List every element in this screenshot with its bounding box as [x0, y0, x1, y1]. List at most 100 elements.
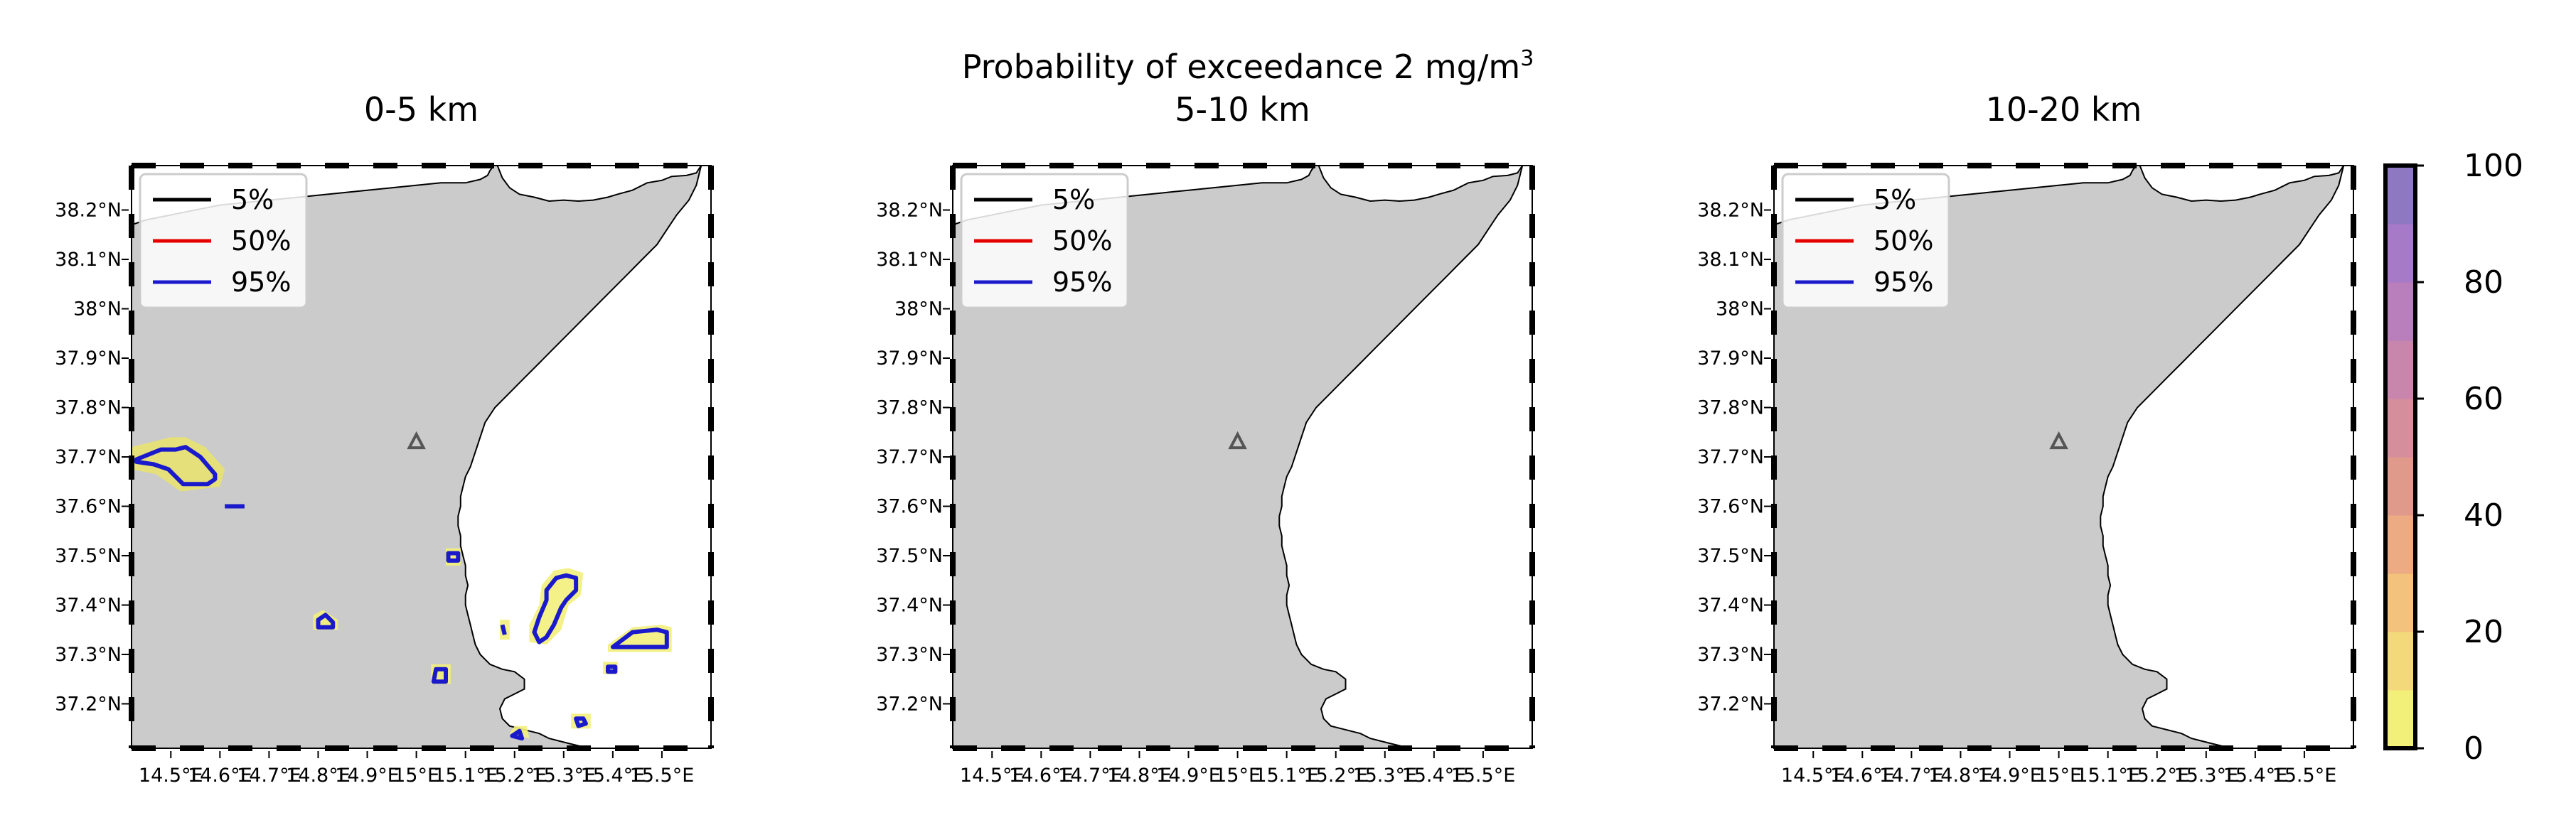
coastline-cape	[496, 166, 702, 203]
legend: 5% 50% 95%	[1781, 173, 1950, 309]
colorbar-tick-label: 80	[2464, 264, 2503, 301]
x-tick-label: 15.1°E	[433, 765, 498, 787]
colorbar-segment	[2385, 340, 2415, 399]
x-tick-label: 14.8°E	[286, 765, 351, 787]
x-tick-label: 14.8°E	[1107, 765, 1172, 787]
map-panels: 0-5 km14.5°E14.6°E14.7°E14.8°E14.9°E15°E…	[55, 90, 2356, 787]
probability-fill	[529, 568, 584, 645]
x-tick-label: 14.6°E	[1830, 765, 1895, 787]
colorbar-segment	[2385, 166, 2415, 225]
colorbar-segment	[2385, 632, 2415, 691]
y-tick-label: 37.8°N	[1697, 397, 1764, 419]
x-tick-label: 15.5°E	[630, 765, 695, 787]
y-tick-label: 37.5°N	[876, 545, 943, 567]
x-tick-label: 15.4°E	[581, 765, 646, 787]
legend-label: 95%	[1874, 266, 1933, 298]
y-tick-label: 37.6°N	[1697, 495, 1764, 517]
colorbar-segment	[2385, 224, 2415, 283]
x-tick-label: 15.4°E	[2223, 765, 2288, 787]
x-tick-label: 14.5°E	[139, 765, 203, 787]
y-tick-label: 37.9°N	[1697, 347, 1764, 370]
x-tick-label: 14.9°E	[1156, 765, 1221, 787]
y-tick-label: 37.7°N	[876, 446, 943, 468]
y-tick-label: 37.9°N	[55, 347, 122, 370]
y-tick-label: 38.1°N	[55, 249, 122, 271]
y-tick-label: 37.3°N	[876, 644, 943, 666]
legend-label: 5%	[231, 184, 274, 215]
x-tick-label: 15°E	[393, 765, 439, 787]
y-tick-label: 37.2°N	[1697, 693, 1764, 715]
dashed-border	[950, 163, 1535, 751]
x-tick-label: 14.9°E	[1977, 765, 2042, 787]
map-panel-2: 5-10 km 14.5°E14.6°E14.7°E14.8°E14.9°E15°…	[876, 90, 1535, 787]
x-tick-label: 15.4°E	[1402, 765, 1467, 787]
contour-95	[532, 573, 579, 645]
x-tick-label: 15.3°E	[531, 765, 596, 787]
y-tick-label: 38.1°N	[876, 249, 943, 271]
legend-box	[1781, 173, 1950, 309]
x-tick-label: 14.7°E	[1058, 765, 1123, 787]
coastline-shore	[2100, 166, 2345, 748]
y-tick-label: 38°N	[894, 298, 943, 320]
y-tick-label: 37.8°N	[55, 397, 122, 419]
colorbar-tick-label: 100	[2464, 148, 2523, 184]
y-tick-label: 37.6°N	[876, 495, 943, 517]
colorbar-tick-label: 20	[2464, 614, 2503, 650]
y-tick-label: 37.2°N	[55, 693, 122, 715]
x-tick-label: 15.5°E	[2272, 765, 2337, 787]
y-tick-label: 38.2°N	[55, 200, 122, 222]
x-tick-label: 15.3°E	[2174, 765, 2238, 787]
map-area	[132, 166, 711, 748]
coastline-shore	[457, 166, 702, 748]
colorbar-frame	[2383, 163, 2417, 750]
x-tick-label: 15°E	[2036, 765, 2082, 787]
y-tick-label: 38.2°N	[876, 200, 943, 222]
colorbar: 0 20 40 60 80 100	[2383, 148, 2523, 767]
colorbar-segment	[2385, 457, 2415, 516]
legend-label: 50%	[1874, 225, 1933, 257]
y-tick-label: 38°N	[1716, 298, 1764, 320]
legend: 5% 50% 95%	[139, 173, 308, 309]
y-tick-label: 37.5°N	[1697, 545, 1764, 567]
contour-95	[431, 667, 448, 684]
y-tick-label: 37.4°N	[876, 594, 943, 616]
land-area	[1774, 166, 2344, 748]
x-tick-label: 14.9°E	[335, 765, 400, 787]
panel-title: 0-5 km	[364, 90, 479, 129]
coastline-cape	[1318, 166, 1524, 203]
vent-marker-icon	[2049, 431, 2068, 450]
contour-95	[574, 716, 588, 728]
x-tick-label: 14.5°E	[960, 765, 1025, 787]
y-tick-label: 37.7°N	[1697, 446, 1764, 468]
x-tick-label: 15°E	[1214, 765, 1261, 787]
legend-box	[139, 173, 308, 309]
x-tick-label: 15.1°E	[1254, 765, 1319, 787]
legend-label: 5%	[1052, 184, 1095, 215]
colorbar-segment	[2385, 399, 2415, 458]
coastline-cape	[2139, 166, 2345, 203]
x-tick-label: 14.7°E	[237, 765, 301, 787]
panel-title: 5-10 km	[1175, 90, 1310, 129]
legend-box	[960, 173, 1129, 309]
figure-suptitle: Probability of exceedance 2 mg/m3	[962, 46, 1534, 86]
x-tick-label: 15.2°E	[2125, 765, 2189, 787]
legend-label: 95%	[231, 266, 291, 298]
y-tick-label: 38.2°N	[1697, 200, 1764, 222]
x-tick-label: 14.6°E	[1009, 765, 1074, 787]
x-tick-label: 15.1°E	[2075, 765, 2140, 787]
vent-marker-icon	[1228, 431, 1247, 450]
x-tick-label: 14.7°E	[1879, 765, 1944, 787]
y-tick-label: 38°N	[73, 298, 122, 320]
coastline-shore	[1278, 166, 1524, 748]
y-tick-label: 37.9°N	[876, 347, 943, 370]
colorbar-segment	[2385, 282, 2415, 341]
y-tick-label: 37.8°N	[876, 397, 943, 419]
x-tick-label: 15.2°E	[1303, 765, 1368, 787]
y-tick-label: 37.3°N	[1697, 644, 1764, 666]
x-tick-label: 14.5°E	[1781, 765, 1846, 787]
x-tick-label: 15.3°E	[1352, 765, 1417, 787]
vent-marker-icon	[407, 431, 426, 450]
panel-title: 10-20 km	[1986, 90, 2142, 129]
legend-label: 5%	[1874, 184, 1916, 215]
